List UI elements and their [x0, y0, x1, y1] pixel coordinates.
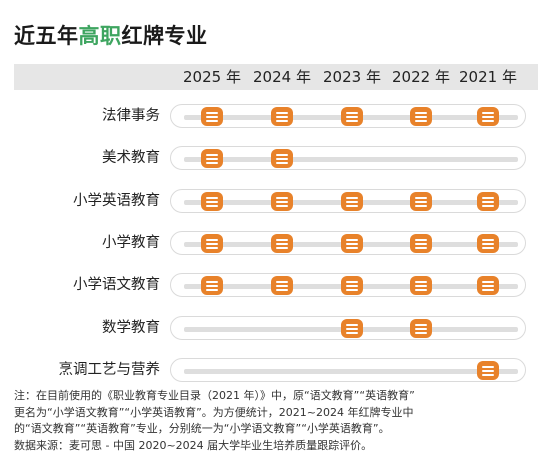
red-card-icon [341, 234, 363, 253]
year-header-0: 2025 年 [183, 68, 241, 86]
red-card-icon [341, 192, 363, 211]
major-label: 美术教育 [102, 150, 160, 166]
major-label: 烹调工艺与营养 [58, 362, 161, 378]
major-row: 烹调工艺与营养 [0, 356, 554, 384]
page-title: 近五年高职红牌专业 [14, 20, 208, 50]
red-card-icon [410, 192, 432, 211]
note-line-2: 更名为“小学语文教育”“小学英语教育”。为方便统计，2021~2024 年红牌专… [14, 405, 414, 419]
row-line [184, 369, 518, 374]
major-label: 数学教育 [102, 320, 160, 336]
title-highlight: 高职 [78, 24, 122, 48]
red-card-icon [477, 361, 499, 380]
major-row: 小学教育 [0, 229, 554, 257]
red-card-icon [341, 107, 363, 126]
data-source: 数据来源：麦可思 - 中国 2020~2024 届大学毕业生培养质量跟踪评价。 [14, 438, 373, 452]
red-card-icon [477, 234, 499, 253]
red-card-icon [271, 234, 293, 253]
major-label: 法律事务 [102, 108, 160, 124]
year-header-1: 2024 年 [253, 68, 311, 86]
note-line-3: 的“语文教育”“英语教育”专业，分别统一为“小学语文教育”“小学英语教育”。 [14, 422, 390, 435]
red-card-icon [477, 276, 499, 295]
major-row: 法律事务 [0, 102, 554, 130]
footnotes: 注：在目前使用的《职业教育专业目录（2021 年）》中，原“语文教育”“英语教育… [14, 388, 544, 454]
red-card-icon [271, 107, 293, 126]
red-card-icon [410, 107, 432, 126]
red-card-icon [410, 276, 432, 295]
red-card-icon [410, 319, 432, 338]
major-row: 小学语文教育 [0, 271, 554, 299]
red-card-icon [201, 234, 223, 253]
red-card-icon [341, 319, 363, 338]
red-card-icon [201, 107, 223, 126]
year-header-4: 2021 年 [459, 68, 517, 86]
major-row: 数学教育 [0, 314, 554, 342]
title-prefix: 近五年 [14, 24, 79, 48]
red-card-icon [477, 192, 499, 211]
major-row: 美术教育 [0, 144, 554, 172]
red-card-icon [271, 192, 293, 211]
row-line [184, 157, 518, 162]
red-card-icon [201, 276, 223, 295]
red-card-icon [477, 107, 499, 126]
year-header-3: 2022 年 [392, 68, 450, 86]
red-card-icon [341, 276, 363, 295]
major-label: 小学教育 [102, 235, 160, 251]
major-label: 小学语文教育 [73, 277, 160, 293]
major-row: 小学英语教育 [0, 187, 554, 215]
title-suffix: 红牌专业 [121, 24, 208, 48]
red-card-icon [201, 149, 223, 168]
red-card-icon [201, 192, 223, 211]
note-line-1: 注：在目前使用的《职业教育专业目录（2021 年）》中，原“语文教育”“英语教育… [14, 389, 415, 402]
red-card-icon [271, 149, 293, 168]
year-header-bar: 2025 年 2024 年 2023 年 2022 年 2021 年 [14, 64, 538, 90]
red-card-icon [410, 234, 432, 253]
red-card-icon [271, 276, 293, 295]
major-label: 小学英语教育 [73, 193, 160, 209]
year-header-2: 2023 年 [323, 68, 381, 86]
